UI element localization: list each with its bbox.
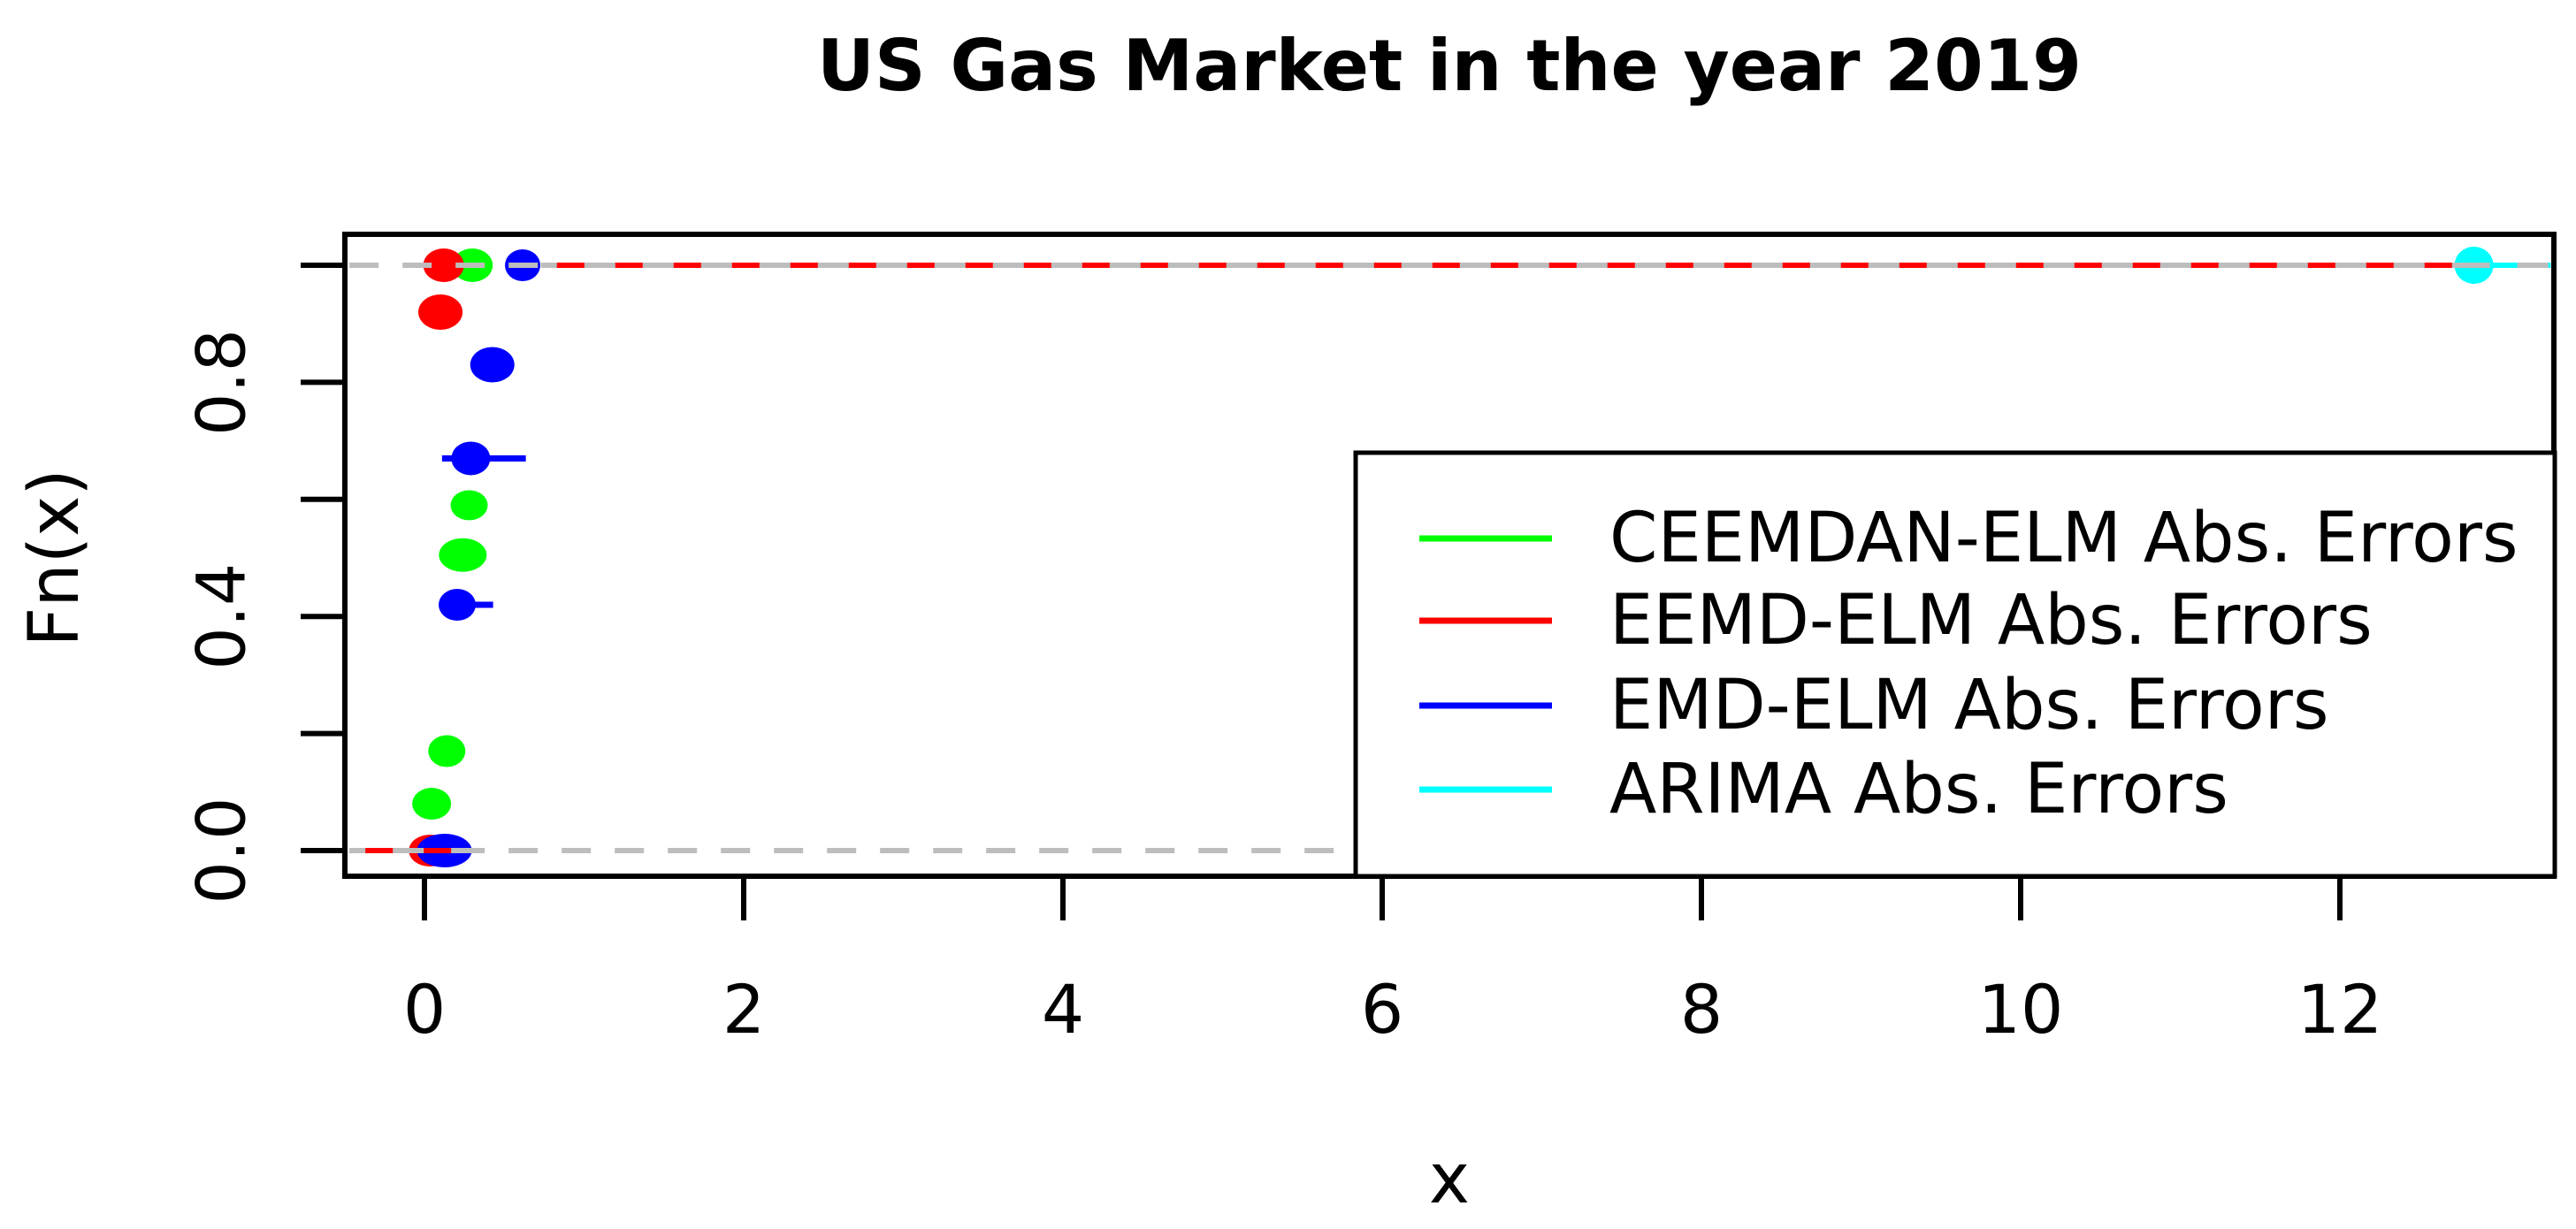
data-point: [439, 588, 477, 621]
x-tick-label: 0: [403, 970, 446, 1049]
x-tick-label: 2: [722, 970, 765, 1049]
data-point: [423, 248, 464, 282]
data-point: [412, 788, 452, 821]
reference-lines: [349, 263, 2551, 853]
data-point: [439, 538, 487, 572]
data-point: [450, 490, 488, 521]
step-segments: [441, 454, 526, 608]
legend-entry-label: EMD-ELM Abs. Errors: [1609, 666, 2328, 745]
y-tick-label: 0.8: [182, 329, 261, 436]
data-point: [428, 735, 466, 767]
y-tick-label: 0.0: [182, 798, 261, 905]
legend-entry-label: ARIMA Abs. Errors: [1609, 750, 2228, 829]
data-point: [470, 347, 515, 383]
data-point: [451, 441, 491, 476]
legend-entry-label: CEEMDAN-ELM Abs. Errors: [1609, 499, 2519, 578]
chart-title: US Gas Market in the year 2019: [817, 25, 2082, 107]
data-point: [418, 294, 463, 330]
x-tick-label: 6: [1361, 970, 1403, 1049]
y-axis-title: Fn(x): [15, 469, 95, 646]
x-tick-label: 8: [1680, 970, 1723, 1049]
x-tick-label: 12: [2297, 970, 2383, 1049]
y-tick-label: 0.4: [182, 563, 261, 670]
legend-entry-label: EEMD-ELM Abs. Errors: [1609, 581, 2373, 660]
x-axis-title: x: [1429, 1140, 1470, 1219]
legend-box: [1353, 450, 2557, 879]
axes: 0 2 4 6 8 10 12 0.0 0.4 0.8: [182, 232, 2557, 1049]
x-tick-label: 4: [1042, 970, 1084, 1049]
x-tick-label: 10: [1978, 970, 2064, 1049]
